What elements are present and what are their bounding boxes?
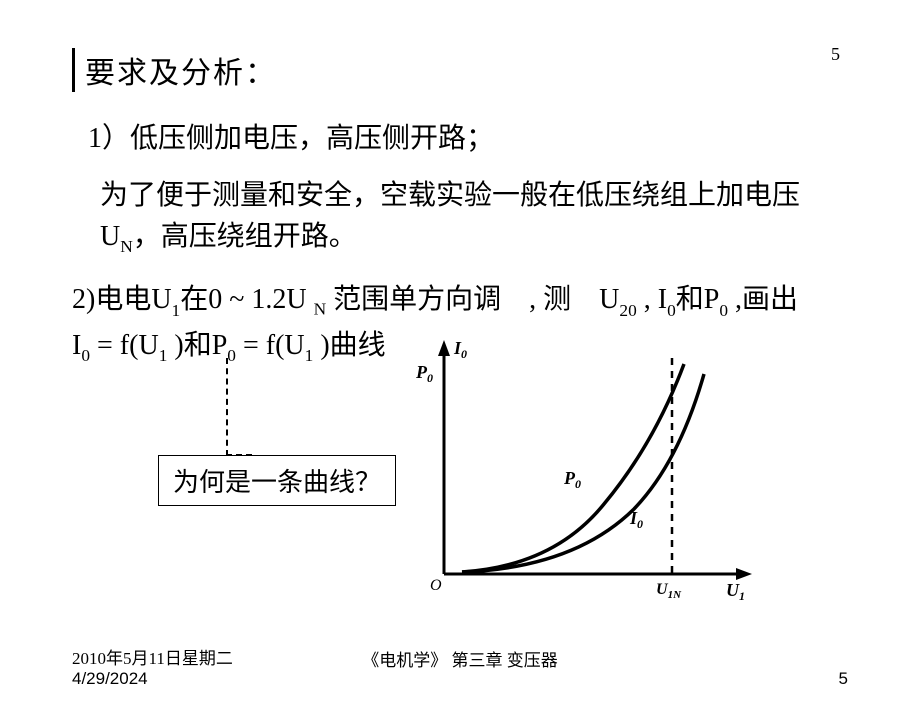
i2-f: ,画出 xyxy=(728,284,798,315)
i2l2-e: )曲线 xyxy=(313,330,385,361)
footer-date2: 4/29/2024 xyxy=(72,669,848,689)
title-text: 要求及分析： xyxy=(85,48,277,92)
i2-s5: 0 xyxy=(719,301,728,320)
y-label-i0: I0 xyxy=(453,338,467,361)
i2-s4: 0 xyxy=(667,301,676,320)
i2l2-b: = f(U xyxy=(90,330,159,361)
paragraph-1: 为了便于测量和安全，空载实验一般在低压绕组上加电压UN，高压绕组开路。 xyxy=(100,176,848,258)
i2-s2: N xyxy=(314,300,327,319)
i2-s3: 20 xyxy=(619,301,636,320)
x-marker-u1n: U1N xyxy=(656,581,682,601)
curve-label-i0: I0 xyxy=(629,508,643,531)
i2l2-s4: 1 xyxy=(305,346,314,365)
origin-label: O xyxy=(430,577,442,594)
bullet-1: 1）低压侧加电压，高压侧开路； xyxy=(88,116,848,156)
i2l2-c: )和P xyxy=(167,330,227,361)
i2l2-s1: 0 xyxy=(81,346,90,365)
i2-e: 和P xyxy=(676,284,720,315)
i2-s1: 1 xyxy=(172,301,181,320)
no-load-test-chart: O I0 P0 U1 U1N P0 I0 xyxy=(404,334,764,606)
i2-c: 范围单方向调 , 测 U xyxy=(326,284,619,315)
callout-box: 为何是一条曲线？ xyxy=(158,455,396,506)
p1-b: ，高压绕组开路。 xyxy=(133,221,357,252)
title-row: 要求及分析： xyxy=(72,48,848,92)
footer-pagenum: 5 xyxy=(839,669,848,689)
p1-sub: N xyxy=(120,237,133,256)
slide: 5 要求及分析： 1）低压侧加电压，高压侧开路； 为了便于测量和安全，空载实验一… xyxy=(0,0,920,711)
i2l2-a: I xyxy=(72,330,81,361)
callout-connector xyxy=(226,358,252,456)
curve-label-p0: P0 xyxy=(563,468,581,491)
x-label: U1 xyxy=(726,580,745,603)
i2l2-s2: 1 xyxy=(159,346,168,365)
i2-b: 在0 ~ 1.2U xyxy=(180,284,313,315)
y-label-p0: P0 xyxy=(415,362,433,385)
footer-center: 《电机学》 第三章 变压器 xyxy=(362,646,558,671)
i2l2-d: = f(U xyxy=(236,330,305,361)
title-vertical-bar xyxy=(72,48,75,92)
i2-d: , I xyxy=(637,284,667,315)
page-number-top: 5 xyxy=(831,44,840,65)
i2-a: 2)电电U xyxy=(72,284,172,315)
